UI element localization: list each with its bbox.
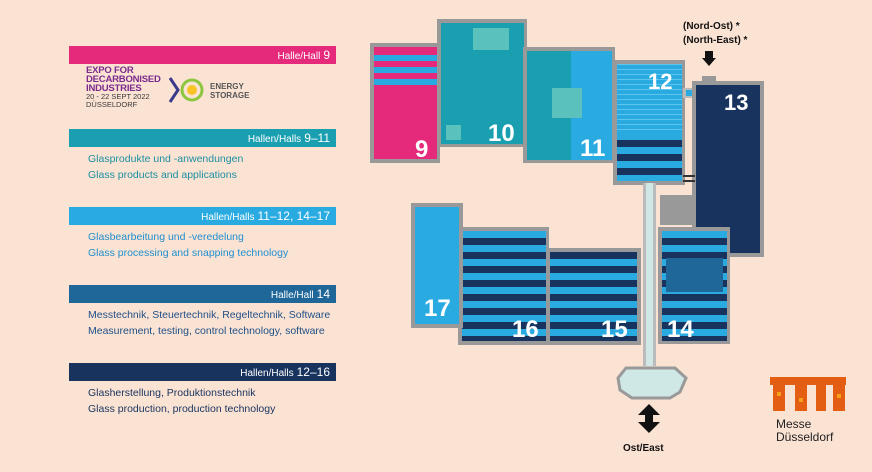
logo-line-2: Düsseldorf [776, 430, 834, 444]
expo-logo: EXPO FOR DECARBONISED INDUSTRIES 20 - 22… [86, 66, 276, 110]
hall-16[interactable]: 16 [458, 227, 549, 345]
legend-bar-label: Hallen/Halls [247, 134, 302, 145]
expo-title-1: EXPO FOR [86, 65, 134, 76]
legend-bar-1: Halle/Hall 9 [69, 46, 336, 64]
energy-storage-icon [168, 77, 204, 103]
legend-bar-number: 11–12, 14–17 [257, 209, 330, 223]
legend-description-line: Glasherstellung, Produktionstechnik [88, 387, 256, 399]
legend-description: Glasherstellung, Produktionstechnik Glass… [88, 385, 275, 417]
legend-description-line: Messtechnik, Steuertechnik, Regeltechnik… [88, 309, 331, 321]
walkway [616, 175, 695, 400]
legend-description: Glasbearbeitung und -veredelung Glass pro… [88, 229, 288, 261]
energy-label-2: STORAGE [210, 91, 250, 100]
entrance-east-label: Ost/East [623, 443, 664, 454]
legend-description-line: Glasprodukte und -anwendungen [88, 153, 244, 165]
hall-10-number: 10 [488, 120, 515, 147]
legend-description-line: Glasbearbeitung und -veredelung [88, 231, 244, 243]
legend-description: Glasprodukte und -anwendungen Glass produ… [88, 151, 243, 183]
hall-14[interactable]: 14 [658, 227, 730, 344]
legend-description: Messtechnik, Steuertechnik, Regeltechnik… [88, 307, 330, 339]
expo-title-2: DECARBONISED [86, 74, 161, 85]
expo-title-3: INDUSTRIES [86, 83, 142, 94]
legend-description-line: Glass products and applications [88, 169, 237, 181]
hall-9-number: 9 [415, 136, 428, 163]
legend-description-line: Glass production, production technology [88, 403, 276, 415]
legend-bar-label: Halle/Hall [277, 51, 321, 62]
legend-bar-2: Hallen/Halls 9–11 [69, 129, 336, 147]
legend-description-line: Glass processing and snapping technology [88, 247, 289, 259]
expo-city: DÜSSELDORF [86, 100, 138, 109]
legend-bar-number: 9–11 [304, 131, 330, 145]
energy-label-1: ENERGY [210, 82, 244, 91]
hall-17-number: 17 [424, 295, 451, 322]
hall-17[interactable]: 17 [411, 203, 463, 328]
entrance-ne-label-de: (Nord-Ost) * [683, 21, 740, 32]
hall-11-number: 11 [580, 135, 605, 162]
legend-bar-label: Hallen/Halls [201, 212, 255, 223]
legend-bar-5: Hallen/Halls 12–16 [69, 363, 336, 381]
messe-duesseldorf-logo [770, 377, 846, 411]
legend-description-line: Measurement, testing, control technology… [88, 325, 325, 337]
hall-12[interactable]: 12 [613, 60, 685, 185]
legend-bar-number: 9 [323, 48, 330, 62]
hall-15-number: 15 [601, 316, 628, 343]
energy-storage-label: ENERGY STORAGE [210, 82, 249, 100]
entrance-ne-label-en: (North-East) * [683, 35, 748, 46]
hall-14-number: 14 [667, 316, 694, 343]
hall-9[interactable]: 9 [370, 43, 440, 163]
legend-bar-number: 14 [316, 287, 330, 301]
logo-line-1: Messe [776, 417, 812, 431]
hall-13-number: 13 [724, 90, 748, 115]
messe-logo-text: Messe Düsseldorf [776, 418, 833, 444]
legend-bar-3: Hallen/Halls 11–12, 14–17 [69, 207, 336, 225]
hall-15[interactable]: 15 [546, 248, 641, 345]
hall-11[interactable]: 11 [523, 47, 615, 163]
east-entrance-arrow-icon [638, 404, 660, 433]
north-east-entrance-arrow-icon [702, 58, 716, 66]
hall-13[interactable]: 13 [660, 76, 764, 257]
hall-16-number: 16 [512, 316, 539, 343]
legend-bar-4: Halle/Hall 14 [69, 285, 336, 303]
hall-12-number: 12 [648, 69, 672, 94]
legend-bar-label: Hallen/Halls [240, 368, 294, 379]
legend-bar-label: Halle/Hall [270, 290, 314, 301]
legend-bar-number: 12–16 [296, 365, 330, 379]
expo-dates: 20 - 22 SEPT 2022 [86, 92, 150, 101]
